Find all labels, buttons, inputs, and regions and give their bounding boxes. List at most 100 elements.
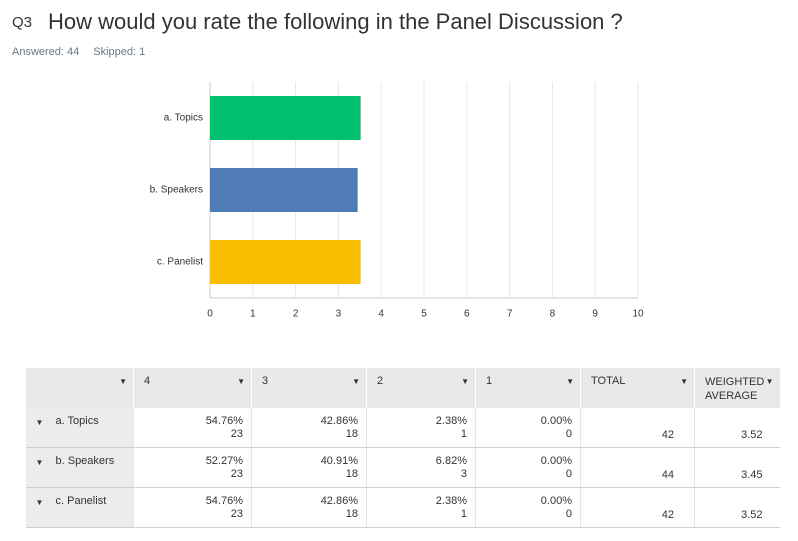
table-row: ▼ a. Topics 54.76% 23 42.86% 18 2.38% 1 0.00% 0 42… — [25, 408, 780, 448]
y-tick-label: c. Panelist — [157, 257, 203, 268]
count: 23 — [230, 468, 243, 480]
total: 44 — [661, 469, 674, 481]
response-cell: 6.82% 3 — [366, 447, 476, 488]
row-label-text: b. Speakers — [55, 455, 115, 467]
total-cell: 42 — [580, 408, 695, 448]
total: 42 — [661, 429, 674, 441]
column-header[interactable]: TOTAL ▼ — [580, 368, 695, 408]
response-cell: 2.38% 1 — [366, 487, 476, 528]
row-label-text: a. Topics — [55, 415, 99, 427]
y-tick-label: b. Speakers — [150, 185, 203, 196]
sort-toggle[interactable]: ▼ — [680, 377, 688, 386]
row-label: ▼ a. Topics — [25, 408, 134, 448]
column-header[interactable]: 1 ▼ — [475, 368, 581, 408]
count: 18 — [345, 428, 358, 440]
chart: 0 1 2 3 4 5 6 7 8 9 10 a. Topics b. Speakers c. Panel… — [150, 82, 644, 320]
x-tick-label: 10 — [632, 309, 644, 320]
skipped: Skipped: 1 — [93, 46, 146, 58]
response-cell: 2.38% 1 — [366, 408, 476, 448]
response-cell: 54.76% 23 — [133, 408, 252, 448]
weighted-average: 3.45 — [741, 469, 763, 481]
column-label: TOTAL — [591, 375, 626, 387]
response-cell: 0.00% 0 — [475, 408, 581, 448]
count: 18 — [345, 468, 358, 480]
response-stats: Answered: 44 Skipped: 1 — [12, 46, 145, 58]
response-cell: 40.91% 18 — [251, 447, 367, 488]
sort-toggle[interactable]: ▼ — [566, 377, 574, 386]
percent: 42.86% — [320, 415, 358, 427]
x-tick-label: 7 — [507, 309, 513, 320]
column-header[interactable]: 3 ▼ — [251, 368, 367, 408]
column-header[interactable]: 2 ▼ — [366, 368, 476, 408]
row-label: ▼ b. Speakers — [25, 447, 134, 488]
count: 18 — [345, 508, 358, 520]
count: 1 — [460, 428, 467, 440]
response-cell: 42.86% 18 — [251, 487, 367, 528]
weighted-average: 3.52 — [741, 429, 763, 441]
sort-toggle[interactable]: ▼ — [237, 377, 245, 386]
column-header[interactable]: WEIGHTED AVERAGE ▼ — [694, 368, 780, 408]
bar — [210, 96, 361, 140]
table-row: ▼ b. Speakers 52.27% 23 40.91% 18 6.82% 3 0.00% 0… — [25, 447, 780, 488]
answered: Answered: 44 — [12, 46, 80, 58]
question-title: How would you rate the following in the … — [48, 9, 623, 34]
x-tick-label: 6 — [464, 309, 470, 320]
count: 3 — [460, 468, 467, 480]
response-cell: 42.86% 18 — [251, 408, 367, 448]
x-tick-label: 3 — [336, 309, 342, 320]
percent: 0.00% — [540, 415, 572, 427]
x-tick-label: 5 — [421, 309, 427, 320]
percent: 2.38% — [435, 495, 467, 507]
average-cell: 3.52 — [694, 408, 780, 448]
row-toggle[interactable]: ▼ — [35, 418, 44, 427]
row-label: ▼ c. Panelist — [25, 487, 134, 528]
results-table: ▼ 4 ▼ 3 ▼ 2 ▼ 1 ▼ TOTAL ▼ WEIGHTED AVERAGE ▼ ▼ a. Topi… — [25, 368, 780, 528]
percent: 54.76% — [205, 495, 243, 507]
percent: 2.38% — [435, 415, 467, 427]
column-label: 3 — [262, 375, 269, 387]
percent: 40.91% — [320, 455, 358, 467]
x-tick-label: 1 — [250, 309, 256, 320]
bar — [210, 168, 358, 212]
row-toggle[interactable]: ▼ — [35, 498, 44, 507]
percent: 52.27% — [205, 455, 243, 467]
count: 1 — [460, 508, 467, 520]
table-row: ▼ c. Panelist 54.76% 23 42.86% 18 2.38% 1 0.00% 0… — [25, 487, 780, 528]
average-cell: 3.52 — [694, 487, 780, 528]
sort-toggle[interactable]: ▼ — [461, 377, 469, 386]
percent: 0.00% — [540, 455, 572, 467]
total-cell: 44 — [580, 447, 695, 488]
column-label: 1 — [486, 375, 493, 387]
question-number: Q3 — [12, 14, 33, 31]
x-tick-label: 9 — [592, 309, 598, 320]
count: 23 — [230, 508, 243, 520]
column-header[interactable]: 4 ▼ — [133, 368, 252, 408]
bar — [210, 240, 361, 284]
column-header[interactable]: ▼ — [25, 368, 134, 408]
row-toggle[interactable]: ▼ — [35, 458, 44, 467]
count: 0 — [565, 428, 572, 440]
percent: 0.00% — [540, 495, 572, 507]
total: 42 — [661, 509, 674, 521]
total-cell: 42 — [580, 487, 695, 528]
column-label: 4 — [144, 375, 151, 387]
sort-toggle[interactable]: ▼ — [119, 377, 127, 386]
response-cell: 54.76% 23 — [133, 487, 252, 528]
percent: 42.86% — [320, 495, 358, 507]
sort-toggle[interactable]: ▼ — [765, 377, 774, 386]
x-tick-label: 0 — [207, 309, 213, 320]
response-cell: 0.00% 0 — [475, 487, 581, 528]
response-cell: 52.27% 23 — [133, 447, 252, 488]
average-cell: 3.45 — [694, 447, 780, 488]
count: 0 — [565, 468, 572, 480]
count: 0 — [565, 508, 572, 520]
count: 23 — [230, 428, 243, 440]
column-label: 2 — [377, 375, 384, 387]
weighted-average: 3.52 — [741, 509, 763, 521]
x-tick-label: 2 — [293, 309, 299, 320]
column-label: WEIGHTED AVERAGE — [705, 376, 765, 402]
sort-toggle[interactable]: ▼ — [352, 377, 360, 386]
percent: 6.82% — [435, 455, 467, 467]
row-label-text: c. Panelist — [55, 495, 107, 507]
